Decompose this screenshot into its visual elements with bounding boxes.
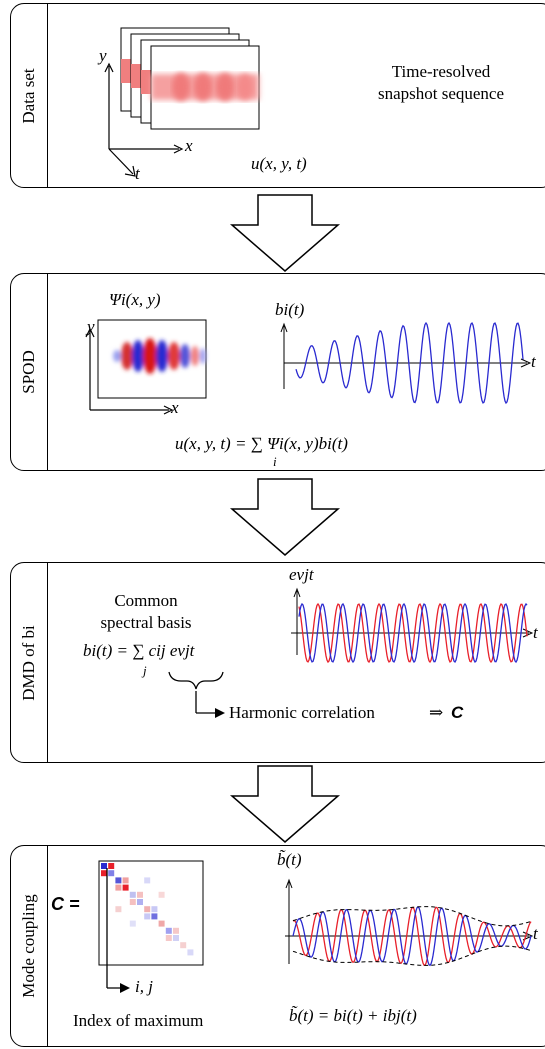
description-line-1: Time-resolved bbox=[391, 62, 491, 81]
panel-dmd: DMD of bi Common spectral basis bi(t) = … bbox=[10, 562, 545, 763]
matrix-cell bbox=[158, 920, 165, 927]
envelope-upper bbox=[292, 906, 532, 927]
spod-figure bbox=[85, 319, 532, 415]
index-caption: Index of maximum bbox=[73, 1011, 204, 1030]
decomposition-formula: u(x, y, t) = ∑ Ψi(x, y)bi(t) bbox=[175, 434, 348, 453]
basis-line-2: spectral basis bbox=[100, 613, 192, 632]
matrix-cell bbox=[144, 877, 151, 884]
axis-label-t: t bbox=[533, 623, 538, 642]
panel-sidebar: Mode coupling bbox=[11, 846, 48, 1046]
matrix-symbol: C bbox=[451, 703, 464, 722]
sum-index: j bbox=[143, 663, 147, 678]
axis-label-y: y bbox=[99, 46, 107, 65]
matrix-cell bbox=[137, 899, 143, 905]
panel-data-set: Data set bbox=[10, 3, 545, 188]
matrix-cell bbox=[115, 877, 122, 884]
snapshot-frame bbox=[150, 45, 260, 130]
matrix-cell bbox=[108, 863, 115, 869]
matrix-cell bbox=[115, 906, 122, 913]
panel-spod: SPOD bbox=[10, 273, 545, 471]
mode-title: Ψi(x, y) bbox=[109, 290, 161, 309]
panel-sidebar: SPOD bbox=[11, 274, 48, 470]
axis-label-t: t bbox=[533, 924, 538, 943]
coefficient-signal bbox=[295, 321, 524, 405]
matrix-cell bbox=[101, 863, 107, 869]
coefficient-title: bi(t) bbox=[275, 300, 305, 319]
matrix-cell bbox=[122, 877, 129, 884]
spod-mode-pattern bbox=[113, 338, 206, 374]
axis-label-t: t bbox=[531, 352, 536, 371]
dmd-formula: bi(t) = ∑ cij eνjt bbox=[83, 641, 195, 660]
matrix-cell bbox=[137, 891, 143, 898]
axis-label-y: y bbox=[87, 317, 95, 336]
exponential-title: eνjt bbox=[289, 565, 314, 584]
matrix-cell bbox=[187, 949, 194, 956]
time-axes bbox=[291, 587, 534, 655]
matrix-cell bbox=[122, 884, 129, 891]
matrix-cell bbox=[173, 927, 179, 934]
matrix-cell bbox=[144, 913, 151, 920]
panel-sidebar: DMD of bi bbox=[11, 563, 48, 762]
basis-line-1: Common bbox=[114, 591, 178, 610]
description-line-2: snapshot sequence bbox=[377, 84, 505, 103]
matrix-cell bbox=[173, 935, 179, 941]
matrix-cell bbox=[151, 913, 158, 920]
axes bbox=[85, 327, 174, 415]
arrowhead-icon bbox=[215, 708, 225, 718]
analytic-signal-formula: b̃(t) = bi(t) + ibj(t) bbox=[289, 1006, 417, 1025]
matrix-cell bbox=[158, 891, 165, 898]
down-arrow-icon bbox=[229, 478, 341, 556]
panel-mode-coupling: Mode coupling C = i, j Index of maximum … bbox=[10, 845, 545, 1047]
brace bbox=[168, 671, 224, 690]
matrix-cell bbox=[115, 884, 122, 891]
axis-label-x: x bbox=[171, 398, 179, 417]
axis-label-t: t bbox=[135, 164, 140, 183]
exponential-signal-red bbox=[298, 602, 528, 664]
axes bbox=[104, 62, 184, 177]
matrix-cell bbox=[165, 927, 172, 934]
matrix-cell bbox=[129, 920, 136, 927]
snapshot-sequence-figure bbox=[104, 27, 260, 177]
index-axis-label: i, j bbox=[135, 977, 153, 996]
matrix-cell bbox=[129, 891, 136, 898]
coupled-signal-blue bbox=[292, 906, 532, 967]
matrix-equation: C = bbox=[51, 894, 80, 914]
envelope-lower bbox=[292, 945, 532, 966]
matrix-cell bbox=[129, 899, 136, 905]
mode-coupling-figure bbox=[98, 860, 534, 993]
arrowhead-icon bbox=[120, 983, 130, 993]
exponential-signal-blue bbox=[298, 602, 528, 664]
matrix-cells bbox=[101, 863, 194, 956]
sum-index: i bbox=[273, 454, 277, 469]
harmonic-correlation-label: Harmonic correlation bbox=[229, 703, 375, 722]
down-arrow-icon bbox=[229, 765, 341, 843]
time-axes bbox=[280, 322, 532, 389]
field-formula: u(x, y, t) bbox=[251, 154, 307, 173]
matrix-cell bbox=[151, 906, 158, 913]
down-arrow-icon bbox=[229, 194, 341, 272]
matrix-cell bbox=[101, 870, 107, 877]
implies-symbol: ⇒ bbox=[429, 703, 444, 722]
matrix-cell bbox=[108, 870, 115, 877]
matrix-cell bbox=[165, 935, 172, 941]
axis-label-x: x bbox=[185, 136, 193, 155]
panel-sidebar: Data set bbox=[11, 4, 48, 187]
btilde-title: b̃(t) bbox=[277, 850, 302, 869]
matrix-cell bbox=[144, 906, 151, 913]
matrix-cell bbox=[180, 942, 187, 949]
dmd-figure bbox=[168, 587, 534, 718]
